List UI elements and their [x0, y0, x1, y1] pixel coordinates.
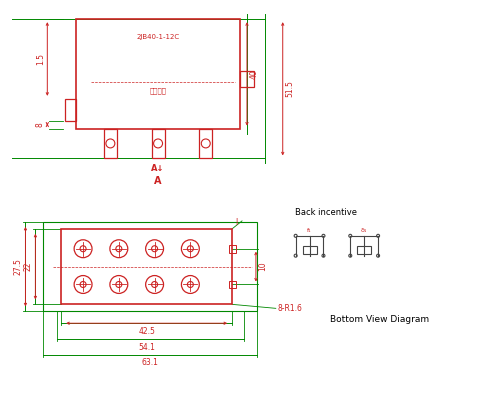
Text: 8-R1.6: 8-R1.6	[278, 304, 303, 313]
Text: 40: 40	[249, 69, 259, 79]
Text: f₁: f₁	[307, 229, 312, 234]
Text: 42.5: 42.5	[138, 327, 155, 336]
Text: 51.5: 51.5	[285, 80, 294, 97]
Bar	[199, 128, 212, 158]
Text: 继电器记: 继电器记	[150, 88, 167, 94]
Bar	[76, 19, 240, 128]
Text: l: l	[235, 219, 237, 227]
Bar	[152, 128, 165, 158]
Bar	[61, 229, 232, 304]
Text: 63.1: 63.1	[142, 359, 158, 367]
Bar	[65, 99, 76, 121]
Bar	[229, 281, 236, 289]
Text: Bottom View Diagram: Bottom View Diagram	[330, 315, 429, 324]
Text: 10: 10	[259, 262, 267, 271]
Bar	[43, 222, 257, 311]
Bar	[357, 246, 371, 254]
Bar	[240, 71, 254, 87]
Bar	[229, 245, 236, 253]
Text: δ₁: δ₁	[361, 229, 367, 234]
Bar	[303, 246, 316, 254]
Text: 22: 22	[24, 262, 33, 271]
Text: 27.5: 27.5	[13, 258, 22, 275]
Bar	[104, 128, 117, 158]
Text: 8: 8	[36, 122, 45, 127]
Text: 2JB40-1-12C: 2JB40-1-12C	[137, 34, 180, 40]
Text: A: A	[155, 176, 162, 186]
Text: A↓: A↓	[151, 164, 165, 173]
Text: 1.5: 1.5	[36, 53, 45, 65]
Text: 54.1: 54.1	[138, 343, 155, 352]
Text: Back incentive: Back incentive	[295, 208, 357, 218]
